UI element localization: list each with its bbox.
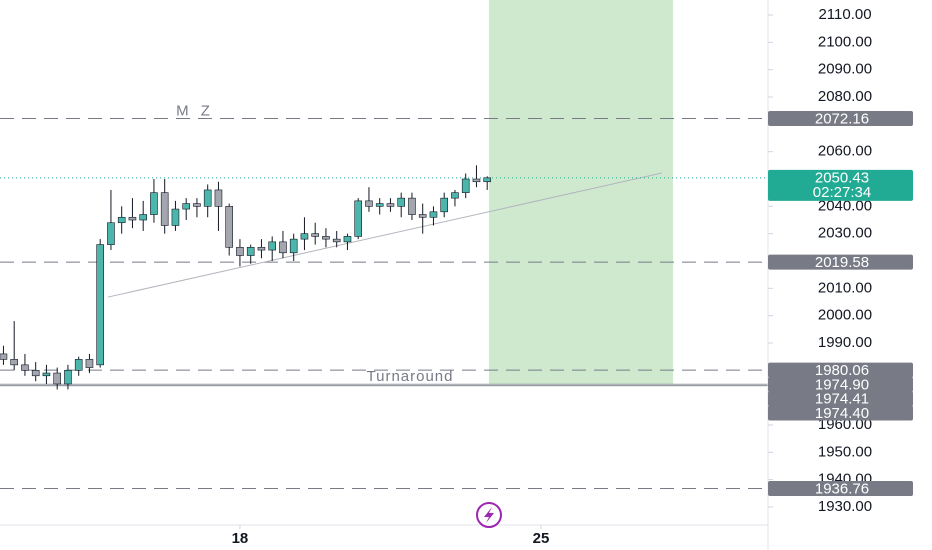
candle-body bbox=[21, 364, 29, 371]
candle-body bbox=[64, 370, 72, 385]
y-tick-label: 2060.00 bbox=[818, 143, 872, 160]
level-pill-label: 1936.76 bbox=[815, 480, 869, 497]
x-tick-label: 25 bbox=[533, 530, 550, 547]
candle-body bbox=[246, 247, 255, 256]
candle-body bbox=[171, 208, 180, 226]
candle-body bbox=[483, 177, 492, 183]
candle-body bbox=[257, 247, 266, 251]
candle-body bbox=[365, 200, 373, 207]
candle-body bbox=[375, 203, 384, 207]
y-tick-label: 1930.00 bbox=[818, 498, 872, 515]
candle-body bbox=[117, 216, 126, 224]
candle-body bbox=[311, 233, 319, 237]
candle-body bbox=[343, 236, 352, 243]
candle-body bbox=[300, 233, 309, 240]
level-pill bbox=[768, 110, 913, 126]
candle-body bbox=[42, 372, 51, 377]
candle-body bbox=[354, 200, 362, 237]
candle-body bbox=[85, 359, 94, 368]
candle-body bbox=[440, 197, 449, 213]
candle-body bbox=[10, 359, 18, 366]
last-price-label: 2050.43 bbox=[815, 169, 869, 186]
level-pill-label: 2072.16 bbox=[815, 110, 869, 127]
candle-body bbox=[31, 370, 40, 377]
y-tick-label: 2100.00 bbox=[818, 33, 872, 50]
candle-body bbox=[418, 214, 427, 218]
y-tick-label: 1990.00 bbox=[818, 334, 872, 351]
candle-body bbox=[182, 203, 190, 210]
candle-body bbox=[225, 206, 233, 248]
candle-body bbox=[386, 203, 395, 207]
candle-body bbox=[461, 178, 470, 193]
level-pill bbox=[768, 405, 913, 421]
candle-body bbox=[203, 189, 212, 207]
candle-body bbox=[268, 241, 276, 251]
candle-body bbox=[279, 241, 287, 254]
level-pill bbox=[768, 391, 913, 407]
y-tick-label: 2090.00 bbox=[818, 61, 872, 78]
y-tick-label: 2000.00 bbox=[818, 307, 872, 324]
candle-body bbox=[236, 247, 244, 256]
candle-body bbox=[107, 222, 115, 245]
level-pill-label: 2019.58 bbox=[815, 254, 869, 271]
level-pill bbox=[768, 480, 913, 496]
level-pill bbox=[768, 362, 913, 378]
y-tick-label: 2080.00 bbox=[818, 88, 872, 105]
y-tick-label: 2110.00 bbox=[818, 6, 871, 23]
last-price-pill bbox=[768, 169, 913, 201]
plot-area: M Z Turnaround bbox=[0, 0, 768, 489]
candle-body bbox=[429, 211, 438, 218]
y-tick-label: 2030.00 bbox=[818, 225, 872, 242]
y-tick-label: 2040.00 bbox=[818, 197, 872, 214]
x-tick-label: 18 bbox=[232, 530, 249, 547]
level-pill bbox=[768, 376, 913, 392]
level-pill-label: 1974.41 bbox=[815, 391, 869, 408]
level-pill-label: 1974.90 bbox=[815, 376, 869, 393]
candle-body bbox=[451, 192, 459, 199]
candle-body bbox=[139, 214, 147, 221]
candle-body bbox=[397, 197, 406, 207]
countdown-label: 02:27:34 bbox=[813, 184, 871, 201]
trend-line bbox=[107, 172, 662, 298]
lightning-icon[interactable] bbox=[476, 502, 502, 528]
candle-body bbox=[408, 197, 416, 215]
level-pill-label: 1980.06 bbox=[815, 362, 869, 379]
candle-body bbox=[289, 238, 298, 254]
candle-body bbox=[53, 372, 61, 385]
candle-body bbox=[96, 244, 104, 366]
candle-body bbox=[322, 236, 330, 240]
y-tick-label: 2010.00 bbox=[818, 279, 872, 296]
candle-body bbox=[128, 216, 137, 221]
candle-body bbox=[472, 178, 481, 183]
level-text: Turnaround bbox=[367, 368, 454, 385]
target-zone bbox=[488, 0, 673, 385]
candle-body bbox=[0, 353, 8, 360]
level-pill-label: 1974.40 bbox=[815, 405, 869, 422]
candle-body bbox=[150, 192, 158, 215]
candle-body bbox=[332, 238, 341, 243]
candle-body bbox=[160, 192, 169, 226]
candle-body bbox=[214, 189, 223, 207]
candle-body bbox=[74, 359, 83, 371]
level-text: M Z bbox=[176, 102, 214, 119]
candle-body bbox=[193, 203, 201, 207]
y-tick-label: 1950.00 bbox=[818, 443, 872, 460]
level-pill bbox=[768, 254, 913, 270]
